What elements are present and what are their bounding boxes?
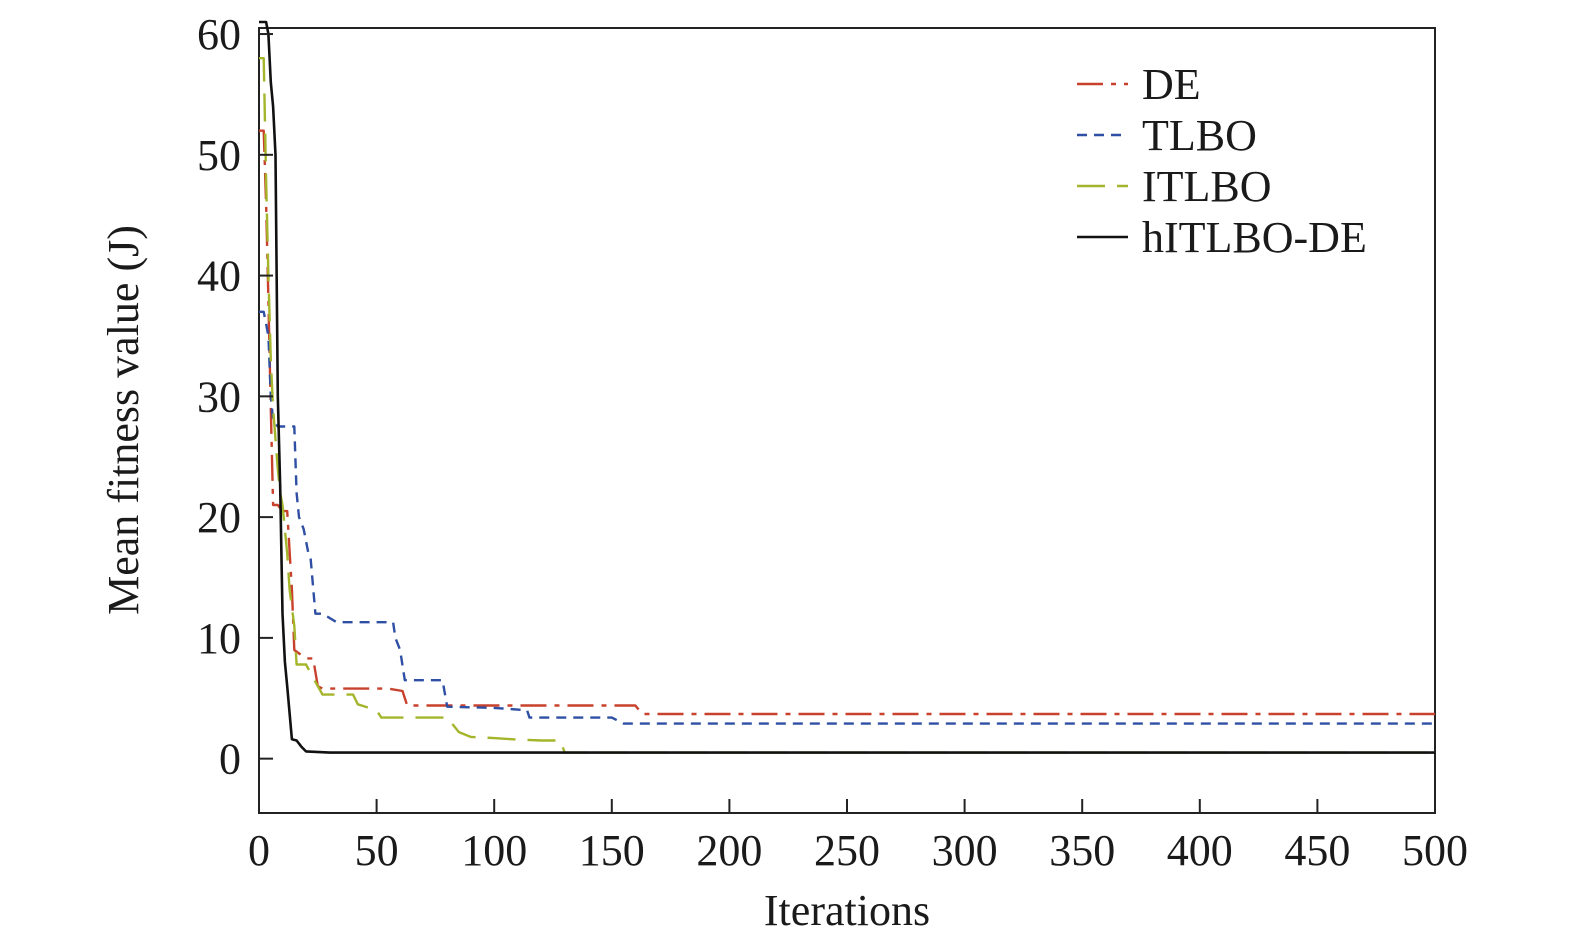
x-tick-label: 350 [1049, 826, 1115, 875]
y-tick-label: 60 [197, 10, 241, 59]
x-tick-label: 50 [355, 826, 399, 875]
x-tick-label: 100 [461, 826, 527, 875]
series-line-tlbo [259, 310, 1435, 725]
y-tick-label: 40 [197, 252, 241, 301]
series-layer [259, 20, 1435, 754]
x-tick-label: 450 [1284, 826, 1350, 875]
x-tick-label: 250 [814, 826, 880, 875]
y-tick-label: 0 [219, 735, 241, 784]
y-tick-label: 30 [197, 372, 241, 421]
plot-frame [258, 27, 1436, 814]
legend-label: hITLBO-DE [1142, 213, 1367, 262]
legend-label: TLBO [1142, 111, 1257, 160]
legend-label: ITLBO [1142, 162, 1272, 211]
y-axis-label: Mean fitness value (J) [99, 225, 148, 615]
x-tick-label: 300 [932, 826, 998, 875]
x-tick-label: 0 [248, 826, 270, 875]
x-tick-label: 400 [1167, 826, 1233, 875]
x-tick-label: 200 [696, 826, 762, 875]
series-line-de [259, 129, 1435, 716]
x-axis-label: Iterations [764, 886, 930, 935]
series-line-hitlbo-de [259, 20, 1435, 754]
y-tick-label: 50 [197, 131, 241, 180]
axis-ticks: 0 50 100 150 200 250 300 350 400 450 500 0 10 20 30 40 5… [197, 10, 1468, 875]
series-line-itlbo [259, 57, 1435, 754]
x-tick-label: 500 [1402, 826, 1468, 875]
legend-label: DE [1142, 60, 1201, 109]
x-tick-label: 150 [579, 826, 645, 875]
y-tick-label: 10 [197, 614, 241, 663]
y-tick-label: 20 [197, 493, 241, 542]
